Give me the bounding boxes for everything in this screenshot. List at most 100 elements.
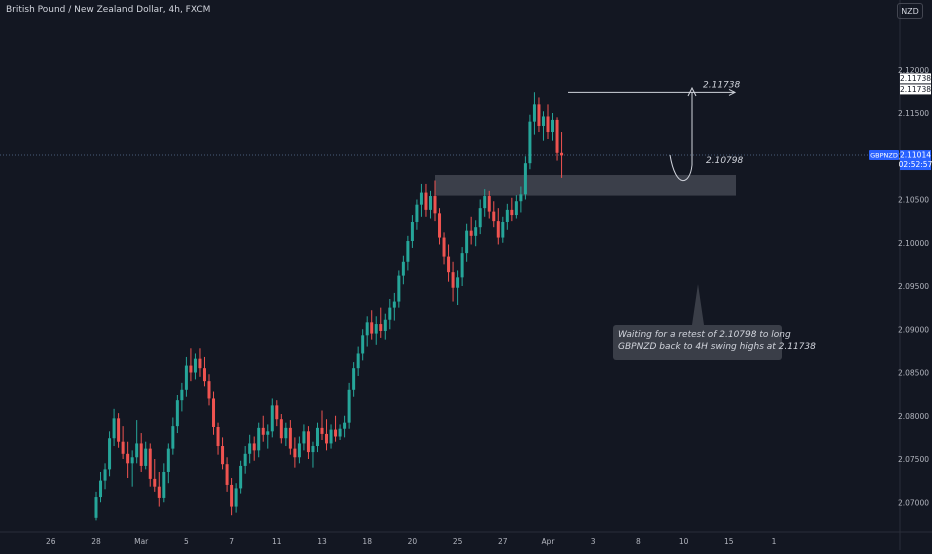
y-tick-label: 2.08500 (898, 369, 929, 378)
candle-body (428, 196, 432, 210)
candle-body (347, 389, 351, 423)
candle-body (438, 213, 442, 238)
candle-body (483, 196, 487, 209)
candle-body (202, 368, 206, 382)
candle-body (135, 443, 139, 458)
candle-body (419, 192, 423, 205)
y-tick-label: 2.09000 (898, 325, 929, 334)
x-tick-label: 18 (362, 537, 372, 546)
candle-body (356, 353, 360, 369)
candle-body (288, 427, 292, 449)
candle-body (478, 208, 482, 228)
candle-body (94, 497, 98, 518)
candle-body (392, 301, 396, 308)
candle-body (266, 431, 270, 435)
candle-body (469, 230, 473, 236)
x-tick-label: 10 (679, 537, 689, 546)
candle-body (144, 448, 148, 466)
candle-body (410, 221, 414, 242)
candle-body (306, 431, 310, 453)
candle-body (433, 196, 437, 214)
candle-body (510, 209, 514, 216)
note-pointer (692, 284, 704, 325)
current-price-tag (900, 150, 931, 171)
candle-body (541, 116, 545, 126)
candle-body (406, 241, 410, 262)
candle-body (153, 478, 157, 487)
candle-body (370, 322, 374, 334)
candle-body (212, 398, 216, 427)
retest-zone (435, 175, 736, 196)
candle-body (492, 211, 496, 222)
candle-body (496, 221, 500, 238)
candle-body (108, 438, 112, 470)
candle-body (297, 443, 301, 458)
candle-body (180, 389, 184, 401)
candle-body (501, 221, 505, 238)
high-price-tag-2 (900, 84, 931, 95)
y-tick-label: 2.10000 (898, 239, 929, 248)
x-tick-label: 13 (317, 537, 327, 546)
high-level-arrowhead (728, 88, 737, 96)
candle-body (270, 405, 274, 432)
candle-body (329, 429, 333, 444)
annotation-note-line-2: GBPNZD back to 4H swing highs at 2.11738 (618, 342, 816, 352)
symbol-title[interactable]: British Pound / New Zealand Dollar, 4h, … (6, 5, 211, 15)
candle-body (130, 457, 134, 464)
candle-body (234, 488, 238, 507)
candle-body (189, 365, 193, 373)
x-tick-label: 8 (636, 537, 641, 546)
candle-body (555, 119, 559, 153)
x-tick-label: 7 (229, 537, 234, 546)
candle-body (302, 431, 306, 444)
candle-body (162, 471, 166, 498)
high-price-tag-1 (900, 73, 931, 84)
y-tick-label: 2.11500 (898, 109, 929, 118)
x-tick-label: 26 (46, 537, 56, 546)
candle-body (460, 253, 464, 278)
candle-body (415, 204, 419, 222)
y-tick-label: 2.09500 (898, 282, 929, 291)
candle-body (248, 443, 252, 454)
candle-body (157, 486, 161, 498)
candle-body (243, 453, 247, 466)
candle-body (112, 418, 116, 439)
candle-body (121, 441, 125, 454)
candle-body (325, 433, 329, 444)
candle-body (320, 427, 324, 434)
candle-body (560, 152, 564, 156)
candle-body (198, 358, 202, 369)
symbol-badge-label: GBPNZD (870, 152, 898, 160)
candle-body (546, 116, 550, 133)
candle-body (374, 324, 378, 334)
candle-body (505, 209, 509, 222)
y-tick-label: 2.07000 (898, 498, 929, 507)
candle-body (338, 428, 342, 437)
x-tick-label: 3 (591, 537, 596, 546)
y-tick-label: 2.12000 (898, 66, 929, 75)
candle-body (293, 448, 297, 458)
high-price-tag-label-2: 2.11738 (900, 85, 931, 94)
candle-body (383, 319, 387, 331)
candle-body (474, 227, 478, 236)
candle-body (334, 429, 338, 437)
candle-body (451, 272, 455, 288)
currency-button[interactable]: NZD (897, 3, 923, 19)
candle-body (126, 453, 130, 464)
symbol-badge (869, 150, 899, 161)
annotation-note-line-1: Waiting for a retest of 2.10798 to long (618, 330, 791, 340)
x-tick-label: 25 (453, 537, 463, 546)
x-tick-label: 15 (724, 537, 734, 546)
x-tick-label: 5 (184, 537, 189, 546)
annotation-note[interactable]: Waiting for a retest of 2.10798 to long … (613, 325, 816, 360)
candle-body (279, 419, 283, 439)
candle-body (487, 196, 491, 212)
candle-body (184, 365, 188, 390)
candle-body (166, 448, 170, 472)
current-price-label: 2.11014 (900, 151, 931, 160)
candle-body (352, 368, 356, 390)
candle-body (117, 418, 121, 442)
candle-body (519, 194, 523, 202)
